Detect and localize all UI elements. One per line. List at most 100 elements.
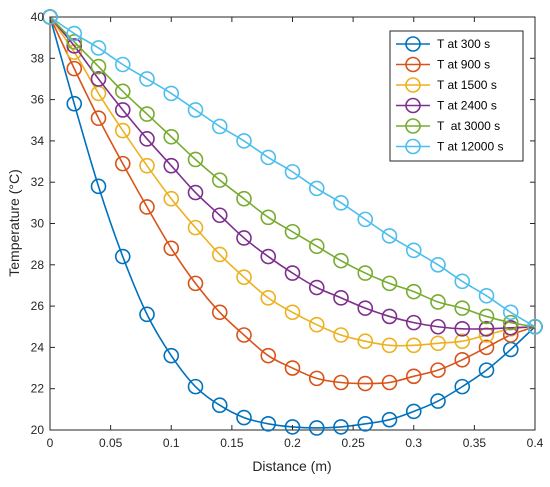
data-point-marker — [114, 83, 131, 100]
data-point-marker — [478, 327, 495, 343]
data-point-marker — [114, 155, 131, 172]
data-point-marker — [308, 370, 325, 387]
data-point-marker — [211, 397, 228, 414]
x-tick-label: 0.2 — [284, 436, 301, 450]
data-point-marker — [163, 190, 180, 207]
data-point-marker — [139, 131, 155, 147]
data-point-marker — [430, 393, 446, 409]
series-layer — [42, 9, 543, 436]
data-point-marker — [430, 318, 446, 335]
data-point-marker — [114, 102, 131, 118]
data-point-marker — [454, 333, 471, 350]
data-point-marker — [284, 265, 301, 281]
data-point-marker — [260, 209, 277, 226]
data-point-marker — [90, 110, 107, 126]
data-point-marker — [308, 180, 325, 197]
legend-label: T at 900 s — [437, 58, 490, 72]
data-point-marker — [163, 128, 180, 145]
data-point-marker — [236, 327, 252, 343]
data-point-marker — [478, 362, 495, 378]
x-tick-label: 0 — [47, 436, 54, 450]
data-point-marker — [139, 157, 155, 174]
data-point-marker — [211, 172, 228, 188]
data-point-marker — [478, 339, 495, 356]
series-5 — [42, 9, 543, 335]
data-point-marker — [90, 178, 107, 195]
legend-label: T at 1500 s — [437, 78, 497, 92]
data-point-marker — [211, 304, 228, 321]
x-tick-label: 0.4 — [527, 436, 544, 450]
data-point-marker — [236, 409, 252, 426]
data-point-marker — [260, 290, 277, 306]
data-point-marker — [502, 314, 519, 331]
data-point-marker — [163, 85, 180, 102]
data-point-marker — [405, 403, 422, 420]
data-point-marker — [236, 269, 252, 285]
data-point-marker — [187, 151, 204, 168]
data-point-marker — [333, 290, 349, 306]
data-point-marker — [260, 416, 277, 432]
data-point-marker — [381, 308, 398, 325]
data-point-marker — [211, 246, 228, 263]
data-point-marker — [357, 416, 374, 432]
legend-marker — [405, 118, 421, 134]
data-point-marker — [260, 149, 277, 166]
data-point-marker — [454, 321, 471, 337]
data-point-marker — [381, 228, 398, 244]
data-point-marker — [333, 419, 349, 435]
data-point-marker — [260, 347, 277, 364]
legend-label: T at 2400 s — [437, 99, 497, 113]
data-point-marker — [90, 58, 107, 75]
data-point-marker — [187, 184, 204, 201]
data-point-marker — [42, 9, 58, 25]
data-point-marker — [211, 207, 228, 224]
y-tick-label: 34 — [31, 134, 45, 148]
data-point-marker — [381, 337, 398, 354]
data-point-marker — [381, 374, 398, 391]
data-point-marker — [405, 368, 422, 385]
data-point-marker — [333, 195, 349, 211]
data-point-marker — [308, 316, 325, 333]
data-point-marker — [381, 275, 398, 292]
data-point-marker — [114, 56, 131, 73]
data-point-marker — [357, 300, 374, 316]
data-point-marker — [357, 265, 374, 281]
y-tick-label: 24 — [31, 340, 45, 354]
data-point-marker — [163, 347, 180, 364]
series-2 — [42, 9, 543, 354]
data-point-marker — [478, 321, 495, 337]
x-tick-label: 0.3 — [405, 436, 422, 450]
legend-marker — [405, 97, 421, 114]
data-point-marker — [430, 335, 446, 352]
y-tick-label: 32 — [31, 175, 45, 189]
legend-marker — [405, 56, 421, 73]
y-tick-label: 20 — [31, 423, 45, 437]
data-point-marker — [139, 106, 155, 122]
data-point-marker — [284, 419, 301, 435]
data-point-marker — [357, 333, 374, 350]
legend-label: T at 300 s — [437, 37, 490, 51]
y-tick-label: 30 — [31, 217, 45, 231]
y-tick-label: 40 — [31, 10, 45, 24]
data-point-marker — [405, 283, 422, 300]
data-point-marker — [211, 118, 228, 135]
data-point-marker — [381, 411, 398, 428]
x-tick-label: 0.1 — [163, 436, 180, 450]
y-tick-label: 38 — [31, 51, 45, 65]
y-axis-title: Temperature (°C) — [6, 169, 22, 277]
data-point-marker — [527, 318, 543, 335]
data-point-marker — [405, 314, 422, 331]
y-tick-label: 36 — [31, 93, 45, 107]
x-tick-label: 0.05 — [99, 436, 123, 450]
data-point-marker — [236, 190, 252, 207]
legend-marker — [405, 77, 421, 93]
data-point-marker — [284, 223, 301, 240]
data-point-marker — [308, 420, 325, 436]
legend-label: T at 12000 s — [437, 140, 504, 154]
data-point-marker — [454, 351, 471, 368]
data-point-marker — [284, 360, 301, 376]
data-point-marker — [187, 102, 204, 118]
data-point-marker — [284, 304, 301, 321]
data-point-marker — [502, 319, 519, 336]
